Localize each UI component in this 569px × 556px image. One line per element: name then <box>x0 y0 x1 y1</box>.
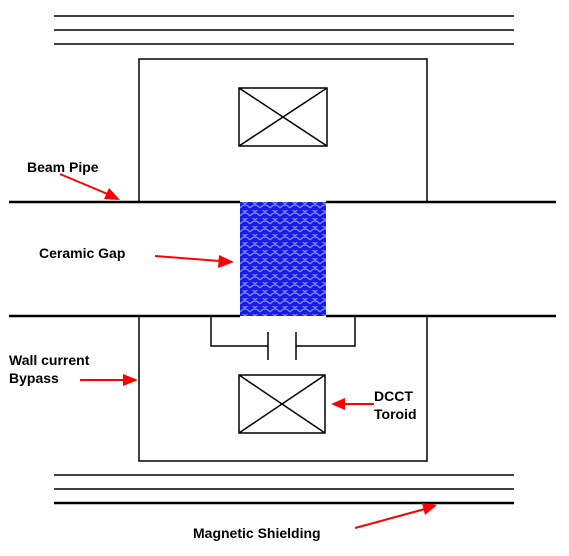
magnetic-shielding-label-text: Magnetic Shielding <box>193 525 321 541</box>
upper-toroid <box>238 87 328 147</box>
beam-pipe-label-text: Beam Pipe <box>27 159 99 175</box>
wall-current-bypass <box>210 316 356 360</box>
ceramic-gap <box>240 202 326 316</box>
wall-current-bypass-label: Wall current Bypass <box>9 351 89 387</box>
ceramic-gap-arrow <box>154 255 234 268</box>
magnetic-shielding-label: Magnetic Shielding <box>193 524 321 542</box>
beam-pipe <box>9 200 556 318</box>
dcct-label-line2: Toroid <box>374 406 417 422</box>
wall-current-arrow <box>80 374 138 386</box>
dcct-arrow <box>331 398 374 410</box>
shielding-arrow <box>354 503 437 529</box>
dcct-label-line1: DCCT <box>374 388 413 404</box>
bottom-shielding <box>54 474 514 505</box>
lower-housing <box>138 316 428 462</box>
wall-current-label-line1: Wall current <box>9 352 90 368</box>
dcct-toroid-label: DCCT Toroid <box>374 387 417 423</box>
upper-housing <box>138 58 428 202</box>
top-shielding <box>54 15 514 45</box>
beam-pipe-label: Beam Pipe <box>27 158 99 176</box>
ceramic-gap-label: Ceramic Gap <box>39 244 125 262</box>
ceramic-gap-label-text: Ceramic Gap <box>39 245 126 261</box>
wall-current-label-line2: Bypass <box>9 370 59 386</box>
dcct-toroid <box>238 374 326 434</box>
beam-pipe-arrow <box>59 173 120 200</box>
